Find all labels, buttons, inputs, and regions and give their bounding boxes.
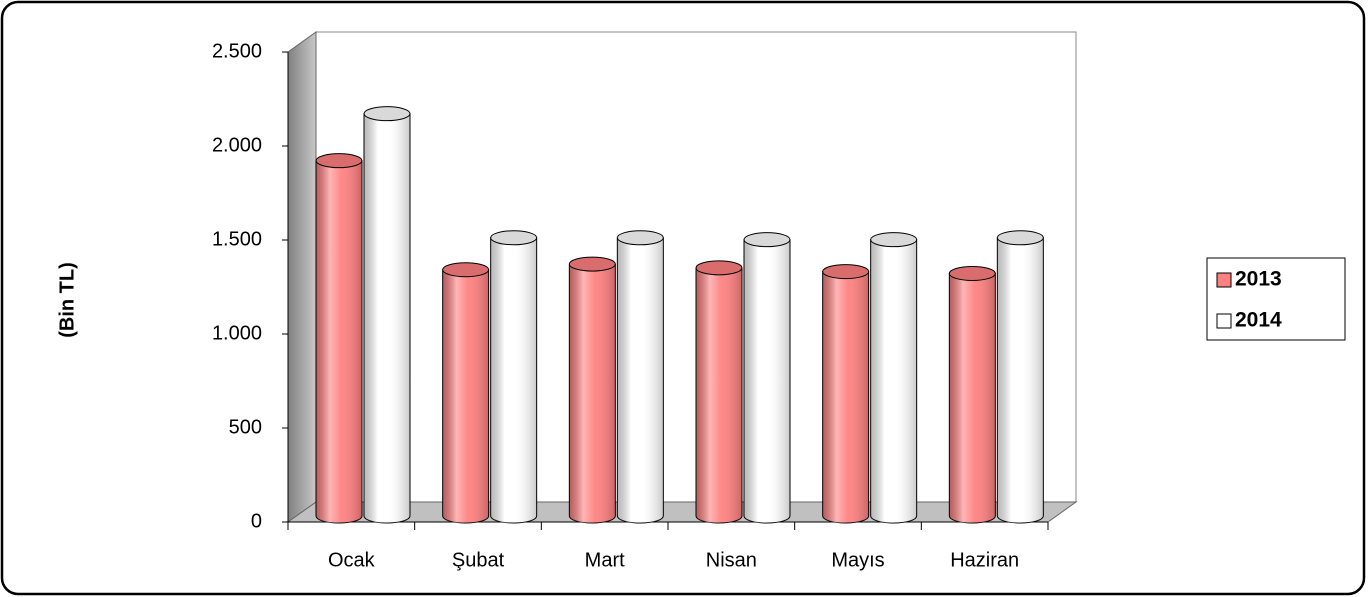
bar-shade — [949, 273, 996, 523]
bar-shade — [490, 237, 537, 523]
y-axis-label: (Bin TL) — [56, 262, 78, 338]
bar-top-shade — [617, 230, 664, 245]
y-tick-label: 1.500 — [212, 228, 262, 250]
bar-top — [948, 265, 996, 281]
x-tick-label: Haziran — [950, 549, 1019, 571]
bar-shade — [316, 160, 362, 523]
bar-top-shade — [696, 260, 742, 275]
x-tick-label: Mart — [585, 549, 625, 571]
bar-shade — [364, 113, 410, 524]
legend-swatch — [1216, 313, 1232, 329]
bar-top-shade — [364, 106, 410, 121]
bar-top-shade — [870, 232, 917, 247]
bar-top — [568, 256, 616, 272]
bar-top — [743, 232, 791, 248]
x-tick-label: Şubat — [452, 549, 505, 571]
bar-top — [695, 260, 743, 276]
bar-shade — [997, 237, 1044, 523]
bar-shade — [822, 271, 869, 523]
bar-top — [490, 230, 538, 246]
y-tick-label: 1.000 — [212, 322, 262, 344]
bar-top-shade — [316, 153, 362, 168]
bar-top-shade — [569, 257, 616, 272]
bar-shade — [569, 264, 616, 523]
bar-shade — [870, 239, 917, 523]
bar-top — [996, 230, 1044, 246]
bar-top — [822, 264, 870, 280]
legend-label: 2013 — [1235, 268, 1282, 291]
bar-top-shade — [744, 232, 790, 247]
x-tick-label: Ocak — [328, 549, 376, 571]
legend-swatch — [1216, 272, 1232, 288]
y-tick-label: 500 — [229, 416, 262, 438]
bar-top-shade — [949, 266, 996, 281]
bar-top-shade — [442, 262, 489, 277]
x-tick-label: Nisan — [706, 549, 757, 571]
bar-shade — [696, 267, 742, 523]
bar-top-shade — [822, 264, 869, 279]
bar-shade — [744, 239, 790, 523]
bar-top-shade — [997, 230, 1044, 245]
legend-label: 2014 — [1235, 309, 1282, 332]
bar-top-shade — [490, 230, 537, 245]
side-wall — [287, 31, 317, 523]
x-tick-label: Mayıs — [831, 549, 884, 571]
bar-shade — [617, 237, 664, 523]
bar-top — [870, 232, 918, 248]
bar-top — [363, 106, 411, 122]
bar-top — [616, 230, 664, 246]
bar-top — [315, 153, 363, 169]
bar-top — [442, 262, 490, 278]
y-tick-label: 0 — [251, 510, 262, 532]
y-tick-label: 2.000 — [212, 134, 262, 156]
legend: 2013 2014 — [1216, 268, 1282, 332]
y-tick-label: 2.500 — [212, 40, 262, 62]
bar-shade — [442, 269, 489, 523]
